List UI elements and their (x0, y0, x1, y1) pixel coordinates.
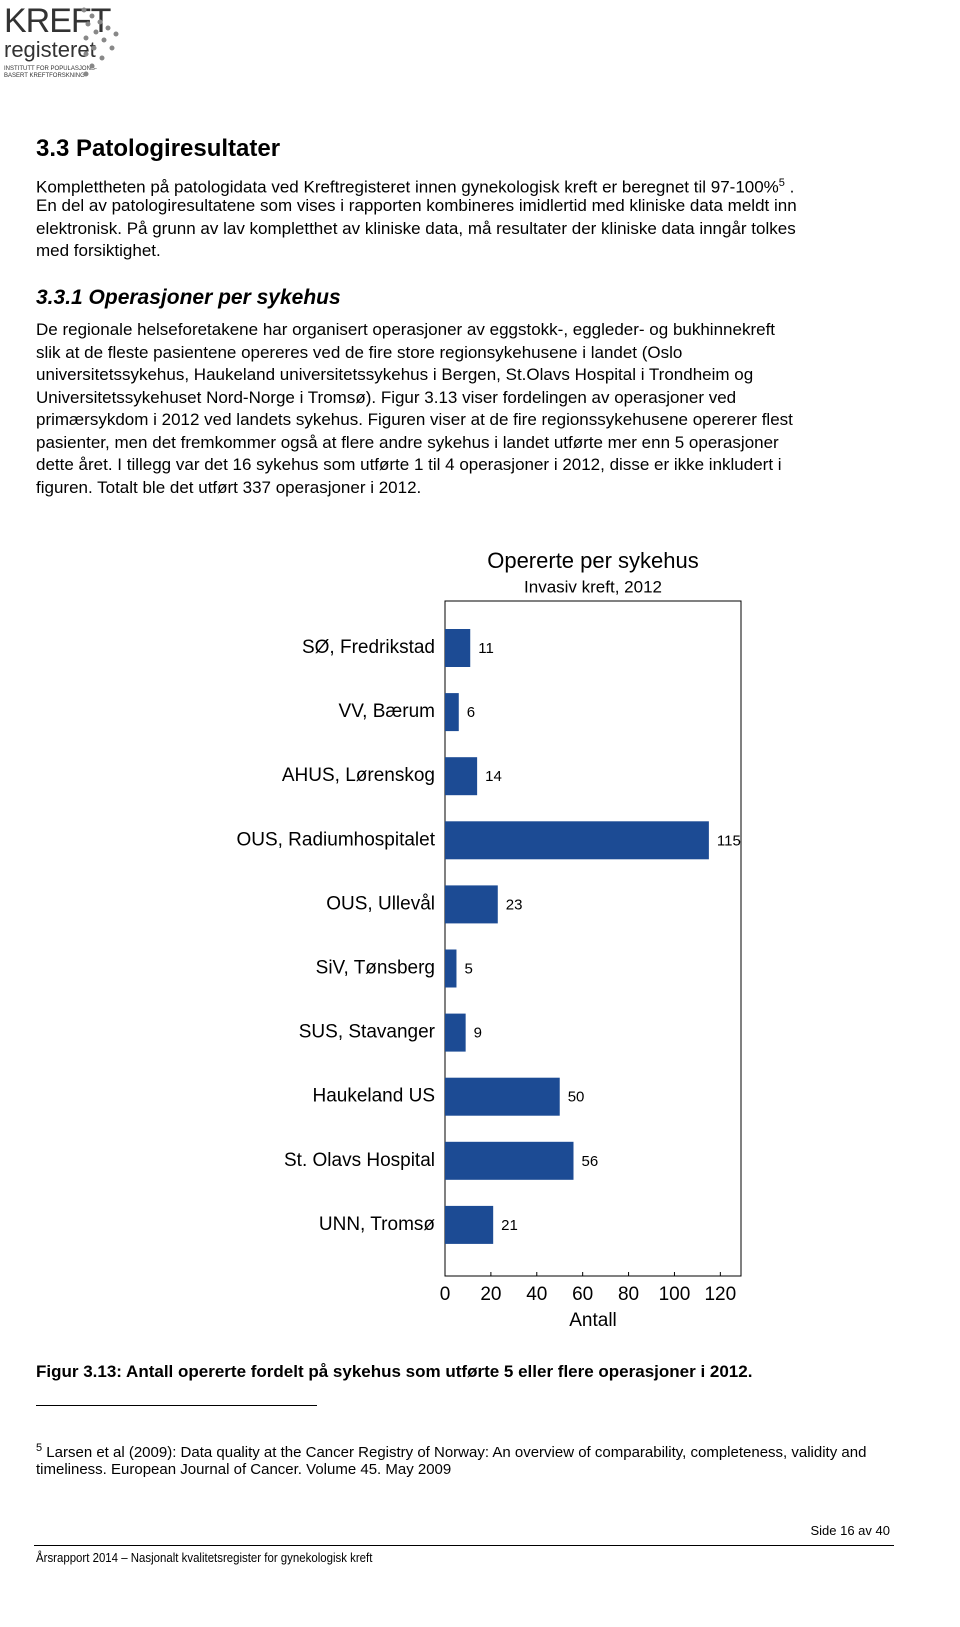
footnote: 5 Larsen et al (2009): Data quality at t… (36, 1438, 866, 1463)
y-tick-label: SUS, Stavanger (299, 1022, 436, 1043)
footnote: timeliness. European Journal of Cancer. … (36, 1461, 452, 1478)
y-tick-label: AHUS, Lørenskog (282, 765, 435, 786)
logo-sub: registeret (4, 37, 96, 62)
value-label: 21 (501, 1217, 518, 1234)
y-tick-label: VV, Bærum (339, 701, 435, 722)
value-label: 11 (478, 640, 494, 657)
bar (445, 1205, 494, 1244)
logo-tagline: INSTITUTT FOR POPULASJONS- (4, 66, 97, 72)
footnote-ref: 5 (778, 177, 785, 189)
bar (445, 885, 498, 924)
bar (445, 757, 478, 796)
y-tick-label: OUS, Radiumhospitalet (236, 829, 435, 850)
chart-title: Opererte per sykehus (487, 548, 699, 573)
x-tick-label: 20 (480, 1284, 501, 1305)
footer-rule (34, 1545, 894, 1546)
chart-subtitle: Invasiv kreft, 2012 (524, 577, 662, 596)
footer-text: Årsrapport 2014 – Nasjonalt kvalitetsreg… (36, 1550, 373, 1565)
logo-dots (81, 7, 119, 77)
y-tick-label: Haukeland US (312, 1086, 435, 1107)
bar (445, 1141, 574, 1180)
bar (445, 1013, 466, 1052)
bar (445, 693, 459, 732)
x-tick-label: 40 (526, 1284, 547, 1305)
x-tick-label: 120 (704, 1284, 736, 1305)
paragraph-line: primærsykdom i 2012 ved landets sykehus.… (36, 410, 793, 429)
paragraph-line: Universitetssykehuset Nord-Norge i Troms… (36, 387, 737, 407)
page-number: Side 16 av 40 (810, 1523, 890, 1538)
x-tick-label: 60 (572, 1284, 593, 1305)
y-tick-label: SØ, Fredrikstad (302, 637, 435, 658)
bar (445, 821, 709, 860)
footnote-rule (36, 1405, 317, 1406)
text: Larsen et al (2009): Data quality at the… (46, 1444, 867, 1461)
paragraph-line: dette året. I tillegg var det 16 sykehus… (36, 455, 782, 474)
paragraph-line: elektronisk. På grunn av lav kompletthet… (36, 218, 796, 238)
paragraph-line: slik at de fleste pasientene opereres ve… (36, 342, 683, 362)
paragraph: En del av patologiresultatene som vises … (36, 195, 797, 263)
chart: Opererte per sykehus Invasiv kreft, 2012 0… (236, 548, 742, 1331)
value-label: 23 (506, 896, 523, 913)
text: . (789, 177, 795, 197)
paragraph-line: universitetssykehus, Haukeland universit… (36, 365, 754, 384)
text: Komplettheten på patologidata ved Kreftr… (36, 177, 779, 197)
y-tick-label: SiV, Tønsberg (316, 958, 435, 979)
x-axis-label: Antall (569, 1310, 617, 1331)
heading: 3.3 Patologiresultater (36, 135, 281, 162)
footnote-number: 5 (36, 1442, 43, 1454)
value-label: 50 (568, 1089, 585, 1106)
plot-frame (444, 600, 742, 1277)
x-tick-label: 100 (659, 1284, 691, 1305)
value-label: 6 (467, 704, 475, 721)
paragraph-line: pasienter, men det fremkommer også at fl… (36, 432, 779, 452)
bar (445, 629, 471, 667)
y-tick-label: UNN, Tromsø (319, 1214, 436, 1235)
y-tick-label: St. Olavs Hospital (284, 1150, 435, 1171)
caption: Figur 3.13: Antall opererte fordelt på s… (36, 1362, 753, 1381)
paragraph: De regionale helseforetakene har organis… (36, 319, 793, 499)
bar (445, 949, 457, 988)
paragraph-line: De regionale helseforetakene har organis… (36, 320, 776, 339)
subheading: 3.3.1 Operasjoner per sykehus (36, 286, 341, 309)
value-label: 9 (474, 1025, 482, 1042)
bar (445, 1077, 560, 1116)
value-label: 56 (581, 1153, 598, 1170)
paragraph-line: En del av patologiresultatene som vises … (36, 196, 797, 215)
logo-tagline: BASERT KREFTFORSKNING (4, 73, 85, 79)
value-label: 5 (464, 960, 472, 977)
x-tick-label: 80 (618, 1284, 639, 1305)
paragraph-line: figuren. Totalt ble det utført 337 opera… (36, 477, 422, 497)
value-label: 14 (485, 768, 502, 785)
value-label: 115 (717, 832, 741, 849)
paragraph-line: Komplettheten på patologidata ved Kreftr… (36, 172, 794, 199)
x-tick-label: 0 (440, 1284, 451, 1305)
paragraph-line: med forsiktighet. (36, 241, 161, 260)
y-tick-label: OUS, Ullevål (326, 893, 435, 914)
